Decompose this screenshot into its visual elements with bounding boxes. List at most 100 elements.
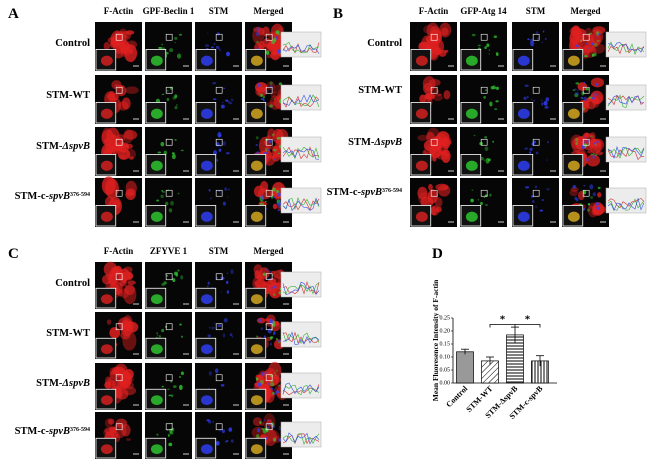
inset-signal bbox=[200, 211, 213, 222]
signal bbox=[594, 144, 597, 147]
signal bbox=[273, 285, 277, 289]
signal bbox=[166, 388, 171, 391]
signal bbox=[271, 133, 275, 136]
signal bbox=[488, 53, 490, 55]
signal bbox=[524, 84, 529, 87]
region-box bbox=[115, 33, 123, 41]
region-box bbox=[165, 374, 173, 382]
signal bbox=[216, 158, 219, 161]
label-part: STM-WT bbox=[46, 90, 90, 101]
panel-label: B bbox=[333, 6, 343, 22]
profile-line bbox=[282, 433, 320, 445]
signal bbox=[546, 159, 548, 161]
signal bbox=[103, 42, 110, 50]
signal bbox=[437, 138, 452, 147]
signal bbox=[278, 202, 282, 206]
row-label: Control bbox=[55, 278, 90, 289]
signal bbox=[265, 50, 270, 55]
signal bbox=[585, 157, 590, 162]
signal bbox=[174, 94, 178, 99]
signal bbox=[594, 202, 599, 206]
signal bbox=[122, 331, 137, 351]
signal bbox=[544, 105, 549, 109]
column-header: Merged bbox=[254, 246, 284, 256]
profile-plot bbox=[280, 271, 322, 298]
row-label: STM-WT bbox=[46, 90, 90, 101]
micrograph bbox=[410, 22, 457, 71]
signal bbox=[574, 93, 579, 98]
signal bbox=[587, 208, 590, 212]
region-box bbox=[582, 138, 590, 146]
signal bbox=[432, 145, 438, 153]
label-part: ΔspvB bbox=[373, 137, 402, 148]
signal bbox=[523, 96, 527, 100]
signal bbox=[225, 440, 229, 442]
signal bbox=[278, 291, 281, 295]
signal bbox=[269, 152, 276, 159]
signal bbox=[269, 81, 273, 86]
signal bbox=[275, 337, 278, 341]
region-box bbox=[115, 189, 123, 197]
label-part: 376-594 bbox=[382, 188, 402, 194]
signal bbox=[532, 200, 535, 203]
profile-line bbox=[282, 94, 320, 106]
profile-line bbox=[607, 94, 645, 106]
signal bbox=[107, 92, 119, 101]
signal bbox=[535, 31, 539, 35]
signal bbox=[272, 148, 277, 152]
signal bbox=[443, 186, 448, 190]
signal bbox=[577, 89, 579, 92]
signal bbox=[261, 372, 265, 376]
micrograph bbox=[245, 312, 292, 359]
signal bbox=[582, 34, 595, 53]
profile-line bbox=[607, 198, 645, 211]
signal bbox=[258, 381, 261, 384]
profile-plot bbox=[280, 372, 322, 399]
signal bbox=[496, 86, 499, 91]
profile-plot bbox=[605, 31, 647, 58]
signal bbox=[270, 387, 274, 390]
signal bbox=[256, 335, 258, 338]
signal bbox=[264, 200, 267, 203]
signal bbox=[212, 421, 214, 423]
region-box bbox=[265, 138, 273, 146]
inset-signal bbox=[465, 160, 478, 171]
signal bbox=[105, 178, 119, 199]
profile-line bbox=[607, 41, 645, 56]
signal bbox=[103, 429, 114, 437]
signal bbox=[492, 140, 495, 143]
signal bbox=[575, 82, 580, 85]
signal bbox=[590, 132, 596, 139]
signal bbox=[257, 83, 261, 88]
signal bbox=[269, 104, 273, 108]
signal bbox=[583, 132, 590, 138]
signal bbox=[261, 427, 265, 431]
micrograph bbox=[562, 127, 609, 176]
signal bbox=[597, 33, 601, 36]
micrograph bbox=[145, 178, 192, 227]
signal bbox=[588, 149, 590, 151]
signal bbox=[257, 428, 260, 433]
region-box bbox=[215, 33, 223, 41]
region-box bbox=[115, 423, 123, 431]
signal bbox=[215, 440, 220, 446]
signal bbox=[264, 287, 271, 292]
inset-signal bbox=[200, 108, 213, 119]
signal bbox=[127, 280, 136, 285]
signal bbox=[157, 151, 162, 154]
signal bbox=[484, 204, 488, 206]
signal bbox=[162, 191, 166, 193]
signal bbox=[220, 276, 225, 280]
label-part: Control bbox=[55, 278, 90, 289]
profile-plot bbox=[280, 187, 322, 214]
signal bbox=[526, 95, 529, 99]
profile-line bbox=[282, 384, 320, 396]
signal bbox=[268, 35, 270, 36]
region-box bbox=[165, 273, 173, 281]
signal bbox=[278, 82, 283, 86]
signal bbox=[437, 93, 442, 96]
signal bbox=[177, 192, 180, 195]
signal bbox=[105, 142, 114, 154]
profile-plot bbox=[280, 84, 322, 111]
signal bbox=[180, 275, 184, 280]
